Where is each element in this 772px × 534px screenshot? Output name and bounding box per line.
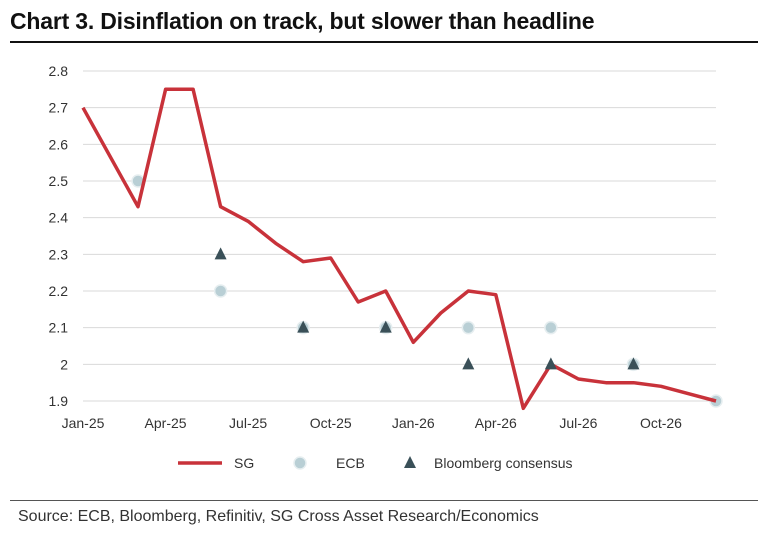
ecb-point bbox=[544, 320, 558, 335]
x-tick-label: Oct-26 bbox=[640, 415, 682, 431]
legend-ecb-label: ECB bbox=[336, 455, 365, 471]
x-tick-label: Jan-25 bbox=[62, 415, 105, 431]
x-tick-label: Apr-25 bbox=[145, 415, 187, 431]
chart-title: Chart 3. Disinflation on track, but slow… bbox=[10, 8, 595, 34]
x-tick-label: Apr-26 bbox=[475, 415, 517, 431]
y-tick-label: 2 bbox=[60, 356, 68, 372]
source-note: Source: ECB, Bloomberg, Refinitiv, SG Cr… bbox=[18, 508, 539, 525]
y-tick-label: 2.7 bbox=[49, 100, 69, 116]
y-tick-label: 2.4 bbox=[49, 210, 69, 226]
bloomberg-point bbox=[462, 357, 475, 370]
y-tick-label: 2.6 bbox=[49, 136, 69, 152]
legend-ecb-swatch bbox=[293, 456, 307, 470]
ecb-point bbox=[461, 320, 476, 335]
chart-plot: 1.9 2 2.1 2.2 2.3 2.4 2.5 2.6 2.7 2.8 Jan-25 Apr-25… bbox=[49, 63, 723, 471]
bloomberg-point bbox=[627, 357, 640, 370]
x-tick-label: Jul-25 bbox=[229, 415, 267, 431]
y-tick-label: 1.9 bbox=[49, 393, 69, 409]
source-rule bbox=[10, 500, 758, 501]
bloomberg-point bbox=[379, 320, 392, 333]
legend-bloomberg-label: Bloomberg consensus bbox=[434, 455, 573, 471]
y-tick-label: 2.1 bbox=[49, 320, 69, 336]
sg-series-line bbox=[81, 87, 717, 411]
y-tick-label: 2.2 bbox=[49, 283, 69, 299]
bloomberg-point bbox=[214, 247, 227, 260]
y-tick-label: 2.5 bbox=[49, 173, 69, 189]
title-rule bbox=[10, 41, 758, 43]
y-tick-label: 2.8 bbox=[49, 63, 69, 79]
x-tick-label: Jan-26 bbox=[392, 415, 435, 431]
legend-bloomberg-swatch bbox=[404, 456, 416, 468]
x-tick-label: Oct-25 bbox=[310, 415, 352, 431]
bloomberg-point bbox=[544, 357, 557, 370]
x-tick-label: Jul-26 bbox=[559, 415, 597, 431]
y-tick-label: 2.3 bbox=[49, 246, 69, 262]
ecb-point bbox=[213, 284, 228, 298]
legend-sg-label: SG bbox=[234, 455, 254, 471]
bloomberg-point bbox=[297, 320, 310, 333]
